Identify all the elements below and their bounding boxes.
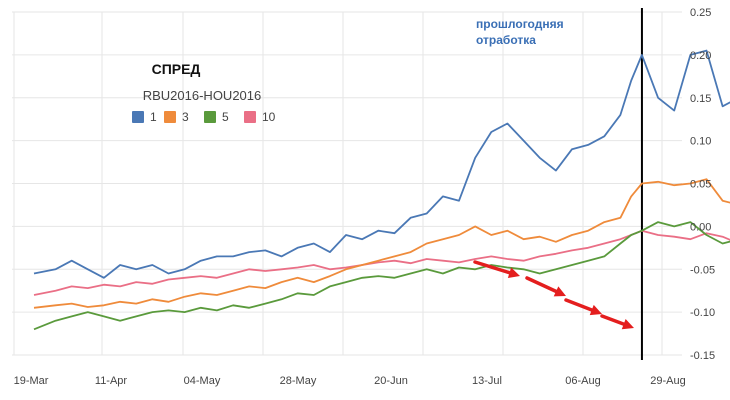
legend-item-10: 10 — [244, 110, 276, 124]
y-tick-label: -0.10 — [690, 307, 715, 319]
series-line-3 — [33, 178, 730, 309]
series-line-5 — [33, 221, 730, 331]
legend-swatch — [132, 111, 144, 123]
trend-arrow — [473, 260, 520, 278]
y-tick-label: 0.25 — [690, 7, 711, 19]
legend-item-5: 5 — [204, 110, 229, 124]
legend-swatch — [164, 111, 176, 123]
annotation-text: прошлогодняя отработка — [476, 17, 564, 47]
chart-subtitle: RBU2016-HOU2016 — [143, 88, 262, 103]
chart-title: СПРЕД — [152, 61, 201, 77]
x-tick-label: 28-May — [280, 375, 317, 387]
legend-label: 1 — [150, 110, 157, 124]
legend-item-1: 1 — [132, 110, 157, 124]
x-tick-label: 06-Aug — [565, 375, 600, 387]
legend-swatch — [204, 111, 216, 123]
y-tick-label: 0.20 — [690, 50, 711, 62]
x-tick-label: 13-Jul — [472, 375, 502, 387]
series-line-10 — [33, 229, 730, 296]
y-tick-label: 0.10 — [690, 136, 711, 148]
trend-arrow — [525, 276, 566, 297]
series-layer — [33, 49, 730, 331]
legend-label: 10 — [262, 110, 276, 124]
x-tick-label: 19-Mar — [14, 375, 49, 387]
trend-arrow — [564, 298, 602, 316]
trend-arrows — [473, 260, 634, 330]
annotation: прошлогодняя отработка — [476, 17, 564, 47]
legend: СПРЕД RBU2016-HOU2016 1 3 5 10 — [132, 61, 276, 124]
annotation-line: отработка — [476, 33, 536, 47]
legend-label: 5 — [222, 110, 229, 124]
x-tick-label: 11-Apr — [95, 375, 128, 387]
axes: -0.15 -0.10 -0.05 0.00 0.05 0.10 0.15 0.20 0.25 1… — [14, 7, 716, 387]
y-tick-label: -0.15 — [690, 350, 715, 362]
y-tick-label: 0.05 — [690, 179, 711, 191]
x-tick-label: 04-May — [184, 375, 221, 387]
legend-label: 3 — [182, 110, 189, 124]
legend-swatch — [244, 111, 256, 123]
legend-item-3: 3 — [164, 110, 189, 124]
legend-items: 1 3 5 10 — [132, 110, 276, 124]
trend-arrow — [600, 314, 634, 330]
x-tick-label: 29-Aug — [650, 375, 685, 387]
annotation-line: прошлогодняя — [476, 17, 564, 31]
x-tick-label: 20-Jun — [374, 375, 408, 387]
y-tick-label: 0.00 — [690, 221, 711, 233]
y-tick-label: 0.15 — [690, 93, 711, 105]
series-line-1 — [33, 49, 730, 279]
y-tick-label: -0.05 — [690, 264, 715, 276]
